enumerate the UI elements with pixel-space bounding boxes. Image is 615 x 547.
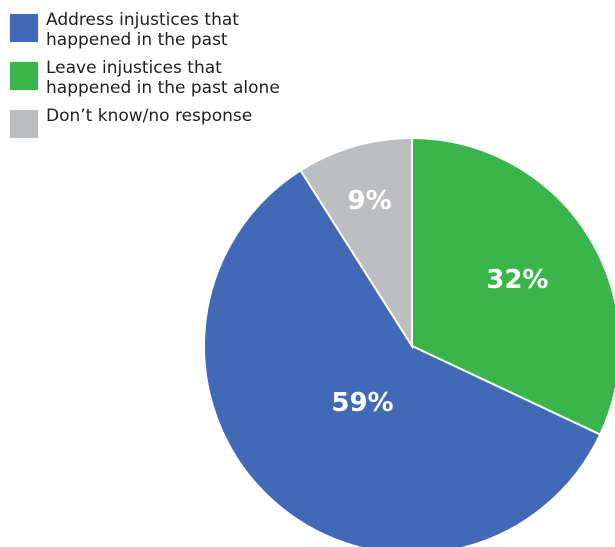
slice-label-dont-know: 9% [348,186,392,216]
slice-label-address: 59% [331,388,393,418]
slice-label-leave-alone: 32% [486,265,548,295]
pie-slice-leave-alone [411,136,615,436]
legend-label-address: Address injustices that happened in the … [46,10,239,50]
legend-label-dont-know: Don’t know/no response [46,106,253,126]
legend-item-address: Address injustices that happened in the … [10,10,370,50]
legend-item-dont-know: Don’t know/no response [10,106,370,138]
legend-swatch-address [10,14,38,42]
pie-slice-address [203,168,602,547]
legend-swatch-leave-alone [10,62,38,90]
legend-item-leave-alone: Leave injustices that happened in the pa… [10,58,370,98]
pie-slice-dont-know [299,136,413,350]
legend: Address injustices that happened in the … [10,10,370,146]
legend-swatch-dont-know [10,110,38,138]
legend-label-leave-alone: Leave injustices that happened in the pa… [46,58,280,98]
